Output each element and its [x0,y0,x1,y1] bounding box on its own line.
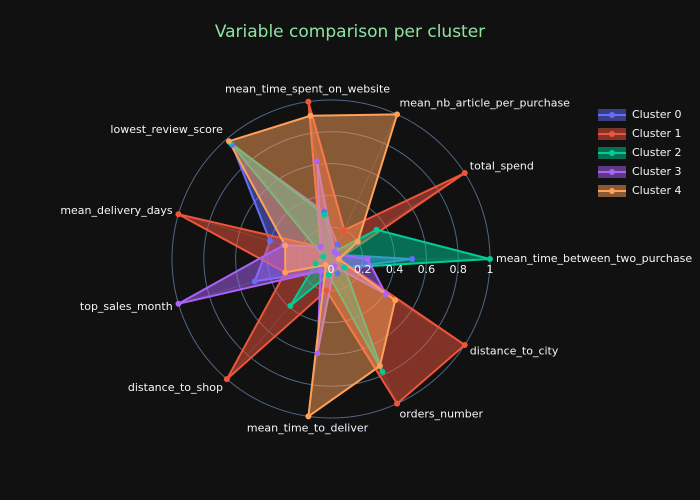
legend-marker [609,131,615,137]
category-label: lowest_review_score [110,123,223,136]
legend-label: Cluster 2 [632,146,682,159]
point [312,260,319,267]
point [379,368,386,375]
category-label: total_spend [470,160,534,173]
point [305,98,312,105]
legend-marker [609,150,615,156]
point [382,291,389,298]
category-label: distance_to_shop [128,381,223,394]
category-label: mean_time_spent_on_website [225,83,390,96]
point [225,138,232,145]
legend-marker [609,169,615,175]
point [251,278,258,285]
r-tick-label: 0 [328,263,335,276]
legend-label: Cluster 0 [632,108,682,121]
point [223,376,230,383]
point [325,271,332,278]
r-tick-label: 0.6 [418,263,436,276]
series-area [227,113,399,419]
point [461,170,468,177]
point [323,287,330,294]
r-tick-label: 1 [487,263,494,276]
point [341,264,348,271]
point [175,211,182,218]
point [266,238,273,245]
point [317,243,324,250]
point [317,268,324,275]
point [392,297,399,304]
point [282,269,289,276]
point [305,413,312,420]
point [364,256,371,262]
category-label: distance_to_city [470,344,559,357]
point [373,226,380,233]
point [331,248,338,255]
point [282,242,289,249]
category-label: mean_time_between_two_purchase [496,252,692,265]
point [314,350,321,357]
point [331,263,338,270]
point [487,256,493,262]
category-label: top_sales_month [80,300,173,313]
category-label: mean_nb_article_per_purchase [400,96,571,109]
point [322,262,329,269]
point [376,363,383,370]
point [320,253,327,260]
legend-marker [609,112,615,118]
category-label: orders_number [400,408,484,421]
legend-label: Cluster 1 [632,127,682,140]
r-tick-label: 0.8 [449,263,467,276]
r-tick-label: 0.4 [386,263,404,276]
legend-label: Cluster 3 [632,165,682,178]
legend-marker [609,188,615,194]
point [287,302,294,309]
point [394,400,401,407]
category-label: mean_time_to_deliver [247,421,369,434]
chart-title: Variable comparison per cluster [215,22,485,42]
point [461,341,468,348]
point [307,112,314,119]
point [354,238,361,245]
point [321,211,328,218]
point [341,227,348,234]
legend-label: Cluster 4 [632,184,682,197]
point [313,158,320,165]
point [334,270,341,277]
r-tick-label: 0.2 [354,263,372,276]
category-label: mean_delivery_days [60,204,173,217]
point [334,241,341,248]
point [394,111,401,118]
point [335,256,342,262]
point [175,300,182,307]
point [409,256,416,262]
